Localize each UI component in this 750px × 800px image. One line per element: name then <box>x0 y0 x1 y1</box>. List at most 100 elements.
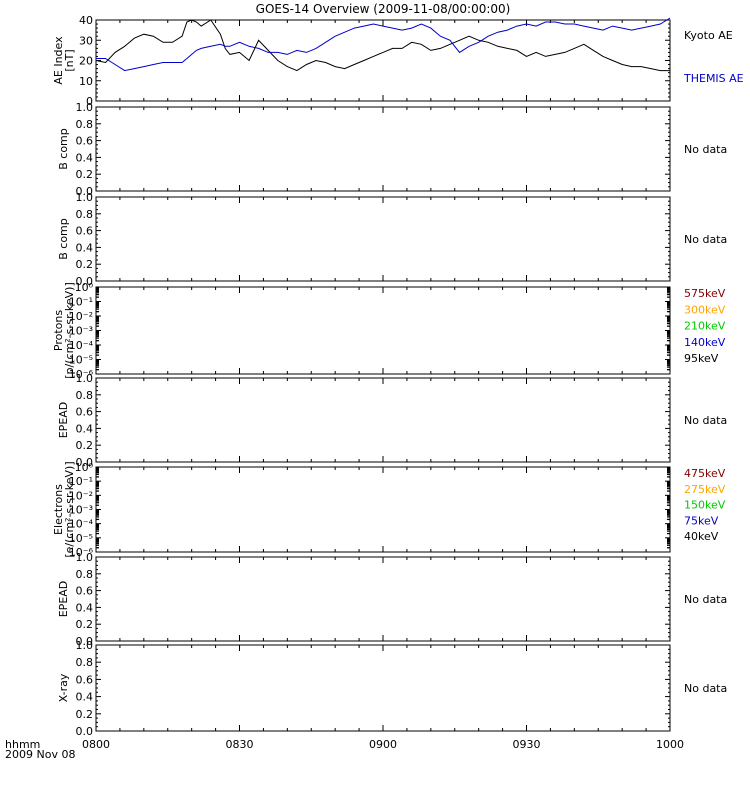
y-tick-label: 20 <box>79 55 93 68</box>
y-tick-label: 0.4 <box>76 691 94 704</box>
no-data-label: No data <box>684 414 727 427</box>
no-data-label: No data <box>684 593 727 606</box>
y-tick-label: 10⁻¹ <box>69 475 93 488</box>
y-tick-label: 40 <box>79 14 93 27</box>
y-tick-label: 10⁻⁶ <box>69 546 94 559</box>
legend-entry: 210keV <box>684 320 726 333</box>
y-tick-label: 0.4 <box>76 601 94 614</box>
y-axis-label: B comp <box>57 218 70 260</box>
y-tick-label: 0.6 <box>76 225 94 238</box>
y-axis-label: AE Index <box>52 36 65 85</box>
legend-entry: 150keV <box>684 499 726 512</box>
panel-8: 0.0 0.2 0.4 0.6 0.8 1.0 X-ray No data <box>57 639 727 738</box>
y-tick-label: 0.6 <box>76 406 94 419</box>
panel-1: 0 10 20 30 40 AE Index[nT] Kyoto AE THEMIS AE <box>52 14 744 108</box>
series-line-themis-ae <box>96 17 671 72</box>
y-tick-label: 10⁻³ <box>69 325 93 338</box>
y-tick-label: 0.4 <box>76 422 94 435</box>
y-tick-label: 10⁰ <box>75 461 94 474</box>
x-tick-label: 0800 <box>82 738 110 751</box>
y-tick-label: 0 <box>86 95 93 108</box>
y-tick-label: 10⁻⁴ <box>69 339 94 352</box>
panel-frame <box>95 19 671 102</box>
y-tick-label: 10⁻⁶ <box>69 368 94 381</box>
x-axis-label-date: 2009 Nov 08 <box>5 748 75 761</box>
panel-frame <box>95 466 671 553</box>
panel-2: 0.0 0.2 0.4 0.6 0.8 1.0 B comp No data <box>57 101 727 198</box>
y-tick-label: 0.4 <box>76 241 94 254</box>
panel-5: 0.0 0.2 0.4 0.6 0.8 1.0 EPEAD No data <box>57 372 727 469</box>
y-tick-label: 10⁻⁵ <box>69 532 93 545</box>
y-tick-label: 0.6 <box>76 673 94 686</box>
y-axis-label: Protons <box>52 310 65 351</box>
legend-entry: 75keV <box>684 514 719 527</box>
y-tick-label: 0.8 <box>76 656 94 669</box>
y-tick-label: 0.4 <box>76 151 94 164</box>
y-tick-label: 10⁻² <box>69 489 93 502</box>
y-tick-label: 0.6 <box>76 585 94 598</box>
y-tick-label: 0.2 <box>76 618 94 631</box>
y-tick-label: 0.8 <box>76 389 94 402</box>
x-tick-label: 0900 <box>369 738 397 751</box>
y-tick-label: 10⁻⁵ <box>69 354 93 367</box>
y-axis-label: X-ray <box>57 673 70 702</box>
y-tick-label: 1.0 <box>76 551 94 564</box>
y-tick-label: 10⁻² <box>69 310 93 323</box>
legend-entry: 140keV <box>684 336 726 349</box>
y-tick-label: 1.0 <box>76 191 94 204</box>
panel-frame <box>95 106 671 192</box>
y-axis-label: B comp <box>57 128 70 170</box>
y-tick-label: 10⁻³ <box>69 504 93 517</box>
series-line-kyoto-ae <box>95 19 670 72</box>
y-tick-label: 0.0 <box>76 185 94 198</box>
y-tick-label: 10⁰ <box>75 281 94 294</box>
x-tick-label: 0830 <box>226 738 254 751</box>
legend-entry: 575keV <box>684 287 726 300</box>
legend-entry: 475keV <box>684 467 726 480</box>
y-axis-unit: [e/(cm²-s-sr-keV)] <box>63 461 76 557</box>
y-tick-label: 0.0 <box>76 456 94 469</box>
time-axis: 0800 0830 0900 0930 1000 <box>82 738 684 751</box>
y-tick-label: 0.2 <box>76 258 94 271</box>
legend-entry: Kyoto AE <box>684 29 733 42</box>
y-tick-label: 10 <box>79 75 93 88</box>
y-tick-label: 10⁻⁴ <box>69 518 94 531</box>
x-tick-label: 1000 <box>656 738 684 751</box>
y-tick-label: 0.2 <box>76 708 94 721</box>
legend-entry: THEMIS AE <box>683 72 744 85</box>
no-data-label: No data <box>684 682 727 695</box>
panel-frame <box>95 286 671 375</box>
y-tick-label: 0.2 <box>76 439 94 452</box>
y-tick-label: 0.0 <box>76 275 94 288</box>
y-tick-label: 0.6 <box>76 135 94 148</box>
x-axis-label-hhmm: hhmm <box>5 738 40 751</box>
y-tick-label: 0.2 <box>76 168 94 181</box>
panel-4: 10⁻⁶10⁻⁵ 10⁻⁴10⁻³ 10⁻²10⁻¹ 10⁰ Protons[p/(cm… <box>52 281 726 381</box>
panel-frame <box>95 377 671 463</box>
y-tick-label: 1.0 <box>76 639 94 652</box>
y-axis-unit: [p/(cm²-s-sr-keV)] <box>63 282 76 379</box>
y-tick-label: 0.0 <box>76 635 94 648</box>
y-tick-label: 10⁻¹ <box>69 296 93 309</box>
legend-entry: 300keV <box>684 303 726 316</box>
y-tick-label: 0.8 <box>76 208 94 221</box>
y-axis-label: Electrons <box>52 484 65 535</box>
y-tick-label: 1.0 <box>76 101 94 114</box>
y-axis-label: EPEAD <box>57 581 70 618</box>
legend-entry: 95keV <box>684 352 719 365</box>
y-tick-label: 0.8 <box>76 118 94 131</box>
y-tick-label: 0.8 <box>76 568 94 581</box>
y-tick-label: 0.0 <box>76 725 94 738</box>
figure-title: GOES-14 Overview (2009-11-08/00:00:00) <box>256 2 511 16</box>
y-axis-unit: [nT] <box>63 49 76 71</box>
y-axis-label: EPEAD <box>57 402 70 439</box>
panel-7: 0.0 0.2 0.4 0.6 0.8 1.0 EPEAD No data <box>57 551 727 648</box>
y-tick-label: 30 <box>79 34 93 47</box>
legend-entry: 275keV <box>684 483 726 496</box>
no-data-label: No data <box>684 143 727 156</box>
panel-frame <box>95 644 671 732</box>
legend-entry: 40keV <box>684 530 719 543</box>
panel-frame <box>95 196 671 282</box>
